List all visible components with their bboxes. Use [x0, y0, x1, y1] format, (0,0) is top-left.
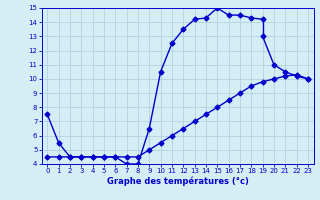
X-axis label: Graphe des températures (°c): Graphe des températures (°c) — [107, 177, 249, 186]
